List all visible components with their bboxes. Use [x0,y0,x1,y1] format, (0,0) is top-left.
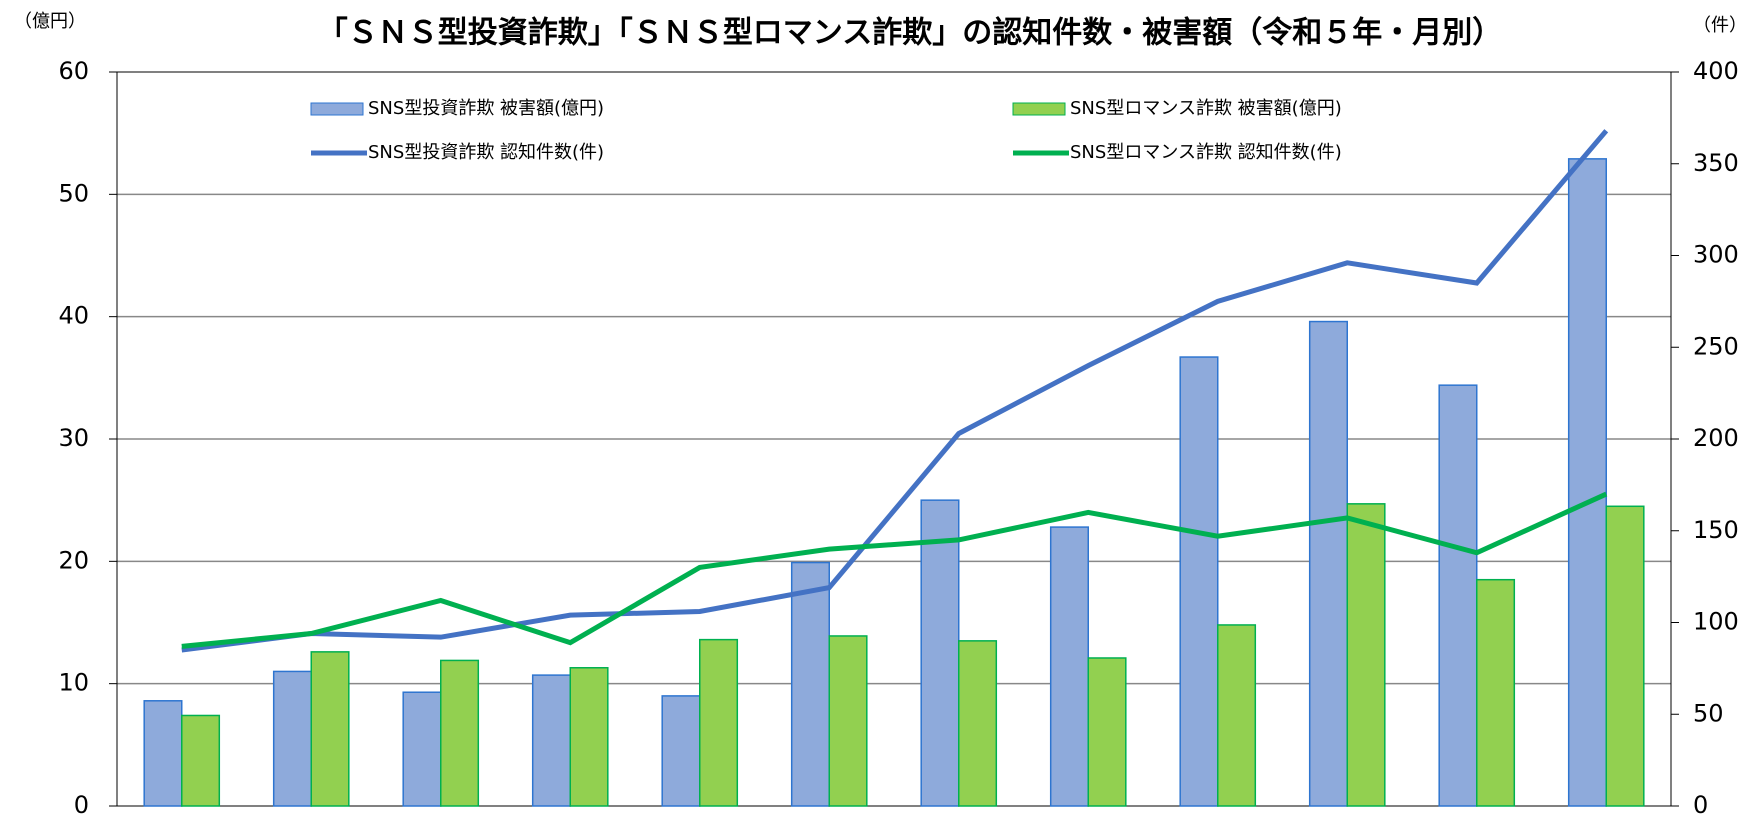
y2-tick-label: 300 [1693,241,1739,269]
bar [531,674,572,807]
bar [1179,356,1219,807]
y2-tick-label: 100 [1693,608,1739,636]
bar [1217,624,1257,807]
chart-title: 「ＳＮＳ型投資詐欺」「ＳＮＳ型ロマンス詐欺」の認知件数・被害額（令和５年・月別） [318,16,1502,51]
legend-label: SNS型ロマンス詐欺 被害額(億円) [1070,98,1342,119]
y2-tick-label: 250 [1693,332,1739,360]
bar [958,640,998,807]
y-unit: （億円） [14,11,86,32]
bar [272,670,313,807]
y-tick-label: 0 [74,791,89,819]
y-tick-label: 40 [58,302,89,330]
y2-tick-label: 50 [1693,699,1724,727]
bar [1605,505,1645,807]
legend-label: SNS型投資詐欺 認知件数(件) [368,142,604,163]
y2-tick-label: 0 [1693,791,1708,819]
legend-label: SNS型投資詐欺 被害額(億円) [368,98,604,119]
bar [1476,578,1516,807]
bar [790,561,831,807]
y2-tick-label: 350 [1693,149,1739,177]
bar [440,659,480,807]
y-tick-label: 50 [58,179,89,207]
bar [1308,320,1348,807]
bar [920,499,960,807]
bar [310,651,350,807]
line [181,491,1608,649]
line [181,129,1609,653]
legend-swatch [310,102,364,116]
bar [1346,503,1386,807]
y2-tick-label: 150 [1693,516,1739,544]
y-tick-label: 30 [58,424,89,452]
legend-swatch [1012,102,1066,116]
bar [181,714,221,807]
bar [143,700,183,807]
bar [1087,657,1127,807]
bar [1049,526,1089,807]
legend-label: SNS型ロマンス詐欺 認知件数(件) [1070,142,1342,163]
y-tick-label: 10 [58,669,89,697]
bar [699,638,739,807]
bar [402,691,442,807]
bar [569,667,609,807]
bar [828,635,868,807]
y2-unit: （件） [1693,15,1747,36]
bar [1567,158,1607,807]
y2-tick-label: 400 [1693,57,1739,85]
y-tick-label: 60 [58,57,89,85]
bar [1438,384,1478,807]
bar [661,695,701,807]
y-tick-label: 20 [58,546,89,574]
y2-tick-label: 200 [1693,424,1739,452]
